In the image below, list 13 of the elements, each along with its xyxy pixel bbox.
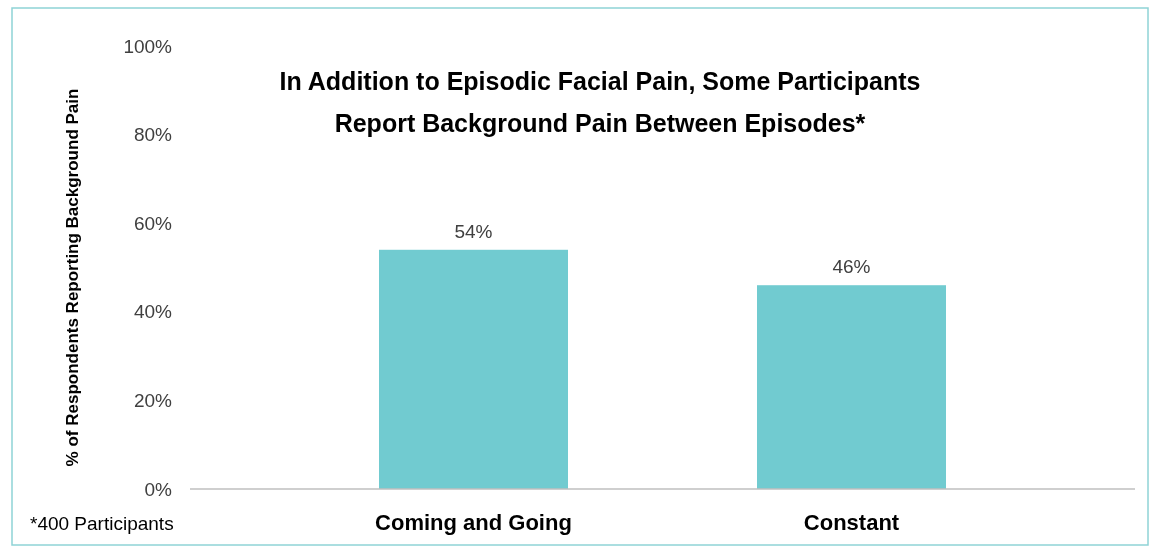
text: *400 Participants: [30, 513, 174, 534]
text: In Addition to Episodic Facial Pain, Some Participants Report Background Pain Between Episodes*: [279, 67, 921, 137]
y-tick-label: 0%: [144, 478, 173, 500]
y-tick-label: 40%: [133, 301, 173, 323]
data-label: 46%: [832, 256, 871, 278]
y-tick-label: 80%: [133, 124, 173, 146]
y-tick-label: 20%: [133, 390, 173, 412]
y-tick-label: 100%: [123, 35, 173, 57]
y-axis-title: % of Respondents Reporting Background Pain: [63, 88, 82, 467]
data-label: 54%: [454, 220, 493, 242]
y-tick-label: 60%: [133, 212, 173, 234]
x-tick-label: Coming and Going: [375, 510, 572, 535]
x-tick-label: Constant: [803, 510, 900, 535]
